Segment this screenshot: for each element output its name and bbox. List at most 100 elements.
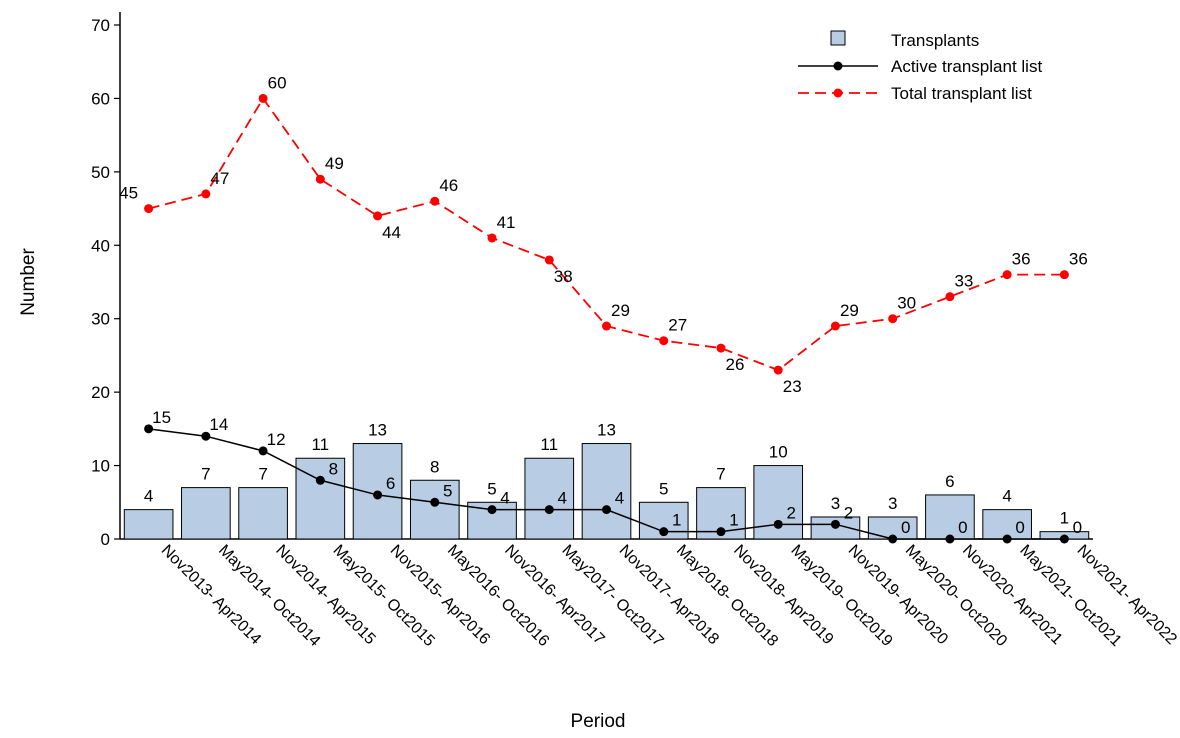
point-total-transplant-list bbox=[373, 211, 383, 221]
data-label-active-transplant-list: 2 bbox=[844, 503, 853, 522]
data-label-transplants: 7 bbox=[201, 465, 210, 484]
point-active-transplant-list bbox=[544, 505, 554, 515]
bar-transplants bbox=[925, 494, 975, 540]
y-tick-label: 0 bbox=[101, 530, 110, 549]
data-label-transplants: 1 bbox=[1060, 509, 1069, 528]
x-tick-label: May2021- Oct2021 bbox=[1016, 542, 1124, 650]
bar-transplants bbox=[238, 487, 288, 540]
bar-transplants bbox=[181, 487, 231, 540]
legend-marker-active-transplant-list bbox=[833, 61, 843, 71]
point-total-transplant-list bbox=[773, 365, 783, 375]
data-label-active-transplant-list: 15 bbox=[152, 408, 171, 427]
point-total-transplant-list bbox=[659, 336, 669, 346]
data-label-total-transplant-list: 36 bbox=[1012, 250, 1031, 269]
point-total-transplant-list bbox=[888, 314, 898, 324]
data-label-transplants: 5 bbox=[487, 479, 496, 498]
data-label-transplants: 13 bbox=[368, 421, 387, 440]
x-tick-label: Nov2014- Apr2015 bbox=[272, 542, 378, 648]
data-label-total-transplant-list: 60 bbox=[268, 73, 287, 92]
data-label-total-transplant-list: 36 bbox=[1069, 250, 1088, 269]
data-label-transplants: 4 bbox=[144, 487, 153, 506]
data-label-total-transplant-list: 23 bbox=[783, 377, 802, 396]
point-active-transplant-list bbox=[201, 431, 211, 441]
data-label-active-transplant-list: 0 bbox=[1073, 518, 1082, 537]
data-label-total-transplant-list: 47 bbox=[210, 169, 229, 188]
bar-transplants bbox=[982, 509, 1032, 540]
bar-transplants bbox=[409, 479, 460, 540]
bar-transplants bbox=[524, 457, 575, 540]
y-tick-label: 70 bbox=[91, 16, 110, 35]
data-label-transplants: 5 bbox=[659, 479, 668, 498]
data-label-active-transplant-list: 14 bbox=[209, 415, 228, 434]
x-tick-label: Nov2021- Apr2022 bbox=[1074, 542, 1180, 648]
data-label-active-transplant-list: 8 bbox=[329, 459, 338, 478]
point-total-transplant-list bbox=[602, 321, 611, 331]
data-label-total-transplant-list: 26 bbox=[726, 355, 745, 374]
bar-transplants bbox=[581, 443, 632, 540]
point-total-transplant-list bbox=[144, 204, 154, 214]
y-tick-label: 60 bbox=[91, 89, 110, 108]
y-axis-label: Number bbox=[18, 248, 39, 316]
point-total-transplant-list bbox=[258, 93, 268, 103]
data-label-total-transplant-list: 33 bbox=[954, 272, 973, 291]
y-tick-label: 30 bbox=[91, 310, 110, 329]
point-total-transplant-list bbox=[487, 233, 497, 243]
data-label-total-transplant-list: 30 bbox=[897, 294, 916, 313]
data-label-transplants: 7 bbox=[716, 465, 725, 484]
data-label-transplants: 8 bbox=[430, 457, 439, 476]
data-label-transplants: 3 bbox=[888, 494, 897, 513]
data-label-active-transplant-list: 4 bbox=[615, 489, 624, 508]
point-active-transplant-list bbox=[945, 534, 955, 544]
y-tick-label: 50 bbox=[91, 163, 110, 182]
legend-label-transplants: Transplants bbox=[891, 31, 979, 50]
data-label-active-transplant-list: 0 bbox=[958, 518, 967, 537]
data-label-total-transplant-list: 44 bbox=[382, 223, 401, 242]
point-active-transplant-list bbox=[258, 446, 268, 456]
data-label-transplants: 4 bbox=[1002, 487, 1011, 506]
point-total-transplant-list bbox=[830, 321, 840, 331]
data-label-active-transplant-list: 1 bbox=[672, 511, 681, 530]
x-tick-label: Nov2019- Apr2020 bbox=[845, 542, 951, 648]
data-label-total-transplant-list: 29 bbox=[840, 301, 859, 320]
point-active-transplant-list bbox=[888, 534, 898, 544]
point-active-transplant-list bbox=[144, 424, 154, 434]
data-label-total-transplant-list: 29 bbox=[611, 301, 630, 320]
data-label-active-transplant-list: 4 bbox=[558, 489, 567, 508]
x-tick-label: Nov2018- Apr2019 bbox=[730, 542, 836, 648]
point-total-transplant-list bbox=[430, 196, 440, 206]
data-label-active-transplant-list: 2 bbox=[786, 503, 795, 522]
data-label-total-transplant-list: 41 bbox=[497, 213, 516, 232]
x-tick-label: May2019- Oct2019 bbox=[787, 542, 895, 650]
y-tick-label: 20 bbox=[91, 383, 110, 402]
y-tick-label: 10 bbox=[91, 457, 110, 476]
point-active-transplant-list bbox=[773, 519, 783, 529]
point-total-transplant-list bbox=[1059, 270, 1069, 280]
point-active-transplant-list bbox=[315, 475, 325, 485]
data-label-total-transplant-list: 49 bbox=[325, 154, 344, 173]
data-label-active-transplant-list: 0 bbox=[901, 518, 910, 537]
data-label-active-transplant-list: 0 bbox=[1015, 518, 1024, 537]
data-label-transplants: 13 bbox=[597, 421, 616, 440]
legend-label-total-transplant-list: Total transplant list bbox=[891, 84, 1032, 103]
x-tick-label: Nov2015- Apr2016 bbox=[387, 542, 493, 648]
data-label-active-transplant-list: 5 bbox=[443, 481, 452, 500]
point-active-transplant-list bbox=[1002, 534, 1012, 544]
data-label-active-transplant-list: 6 bbox=[386, 474, 395, 493]
point-total-transplant-list bbox=[315, 174, 325, 184]
data-label-total-transplant-list: 27 bbox=[668, 316, 687, 335]
data-label-transplants: 11 bbox=[540, 435, 558, 454]
point-active-transplant-list bbox=[373, 490, 383, 500]
x-tick-label: May2016- Oct2016 bbox=[444, 542, 552, 650]
data-label-transplants: 6 bbox=[945, 472, 954, 491]
legend-label-active-transplant-list: Active transplant list bbox=[891, 57, 1042, 76]
legend-marker-total-transplant-list bbox=[833, 88, 843, 98]
data-label-transplants: 7 bbox=[258, 465, 267, 484]
data-label-total-transplant-list: 38 bbox=[554, 267, 573, 286]
data-label-active-transplant-list: 4 bbox=[500, 489, 509, 508]
legend-swatch-transplants bbox=[830, 30, 846, 46]
data-label-total-transplant-list: 45 bbox=[119, 184, 138, 203]
x-tick-label: Nov2020- Apr2021 bbox=[959, 542, 1065, 648]
x-tick-label: May2017- Oct2017 bbox=[558, 542, 666, 650]
point-active-transplant-list bbox=[1059, 534, 1069, 544]
